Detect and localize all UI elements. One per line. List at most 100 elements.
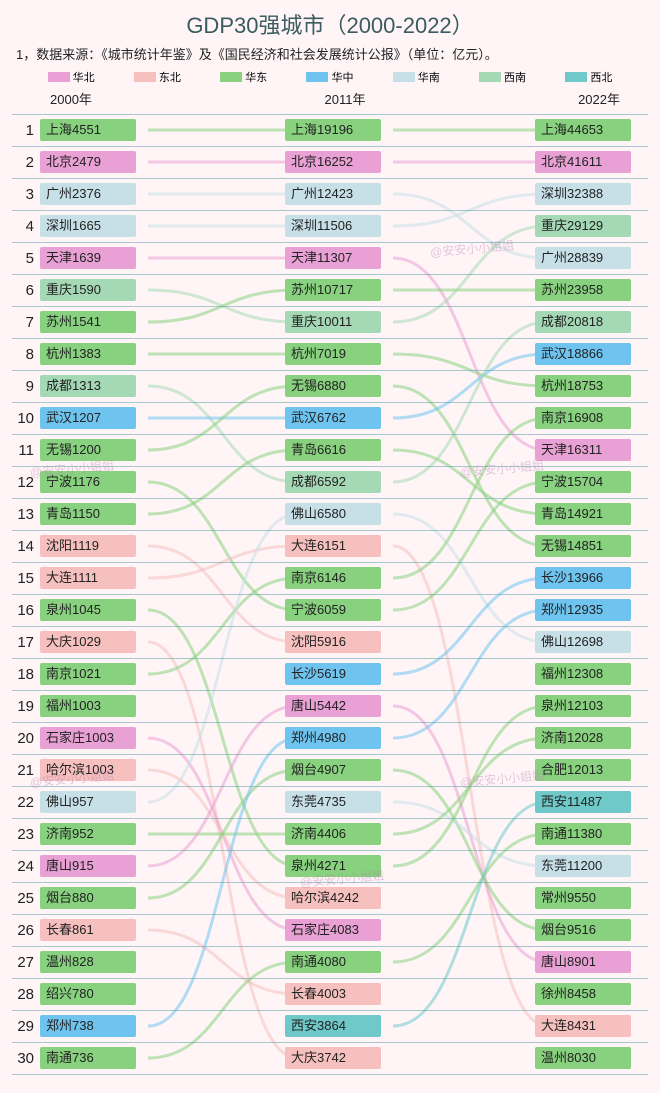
- city-box: 成都1313: [40, 375, 136, 397]
- rank-number: 25: [12, 890, 40, 907]
- city-box: 北京41611: [535, 151, 631, 173]
- legend-item-huadong: 华东: [220, 69, 267, 85]
- source-text: 1，数据来源：《城市统计年鉴》及《国民经济和社会发展统计公报》（单位：亿元）。: [0, 44, 660, 67]
- city-box: 大庆3742: [285, 1047, 381, 1069]
- city-box: 烟台9516: [535, 919, 631, 941]
- rank-number: 16: [12, 602, 40, 619]
- city-box: 苏州23958: [535, 279, 631, 301]
- city-box: 宁波15704: [535, 471, 631, 493]
- city-box: 福州12308: [535, 663, 631, 685]
- city-box: 沈阳1119: [40, 535, 136, 557]
- city-box: 广州28839: [535, 247, 631, 269]
- rank-number: 30: [12, 1050, 40, 1067]
- city-box: 济南952: [40, 823, 136, 845]
- legend-item-huabei: 华北: [48, 69, 95, 85]
- city-box: 天津1639: [40, 247, 136, 269]
- city-box: 南通11380: [535, 823, 631, 845]
- city-box: 唐山8901: [535, 951, 631, 973]
- legend-item-dongbei: 东北: [134, 69, 181, 85]
- city-box: 长春861: [40, 919, 136, 941]
- year-label-right: 2022年: [500, 89, 620, 108]
- legend-label: 华北: [73, 69, 95, 85]
- legend-swatch: [306, 72, 328, 82]
- city-box: 常州9550: [535, 887, 631, 909]
- city-box: 石家庄4083: [285, 919, 381, 941]
- city-box: 杭州7019: [285, 343, 381, 365]
- legend-swatch: [565, 72, 587, 82]
- rank-number: 3: [12, 186, 40, 203]
- city-box: 大连6151: [285, 535, 381, 557]
- city-box: 唐山5442: [285, 695, 381, 717]
- rank-number: 9: [12, 378, 40, 395]
- city-box: 济南4406: [285, 823, 381, 845]
- rank-number: 4: [12, 218, 40, 235]
- city-box: 济南12028: [535, 727, 631, 749]
- city-box: 南京6146: [285, 567, 381, 589]
- city-box: 西安11487: [535, 791, 631, 813]
- rank-number: 19: [12, 698, 40, 715]
- city-box: 大连1111: [40, 567, 136, 589]
- city-box: 重庆29129: [535, 215, 631, 237]
- city-box: 青岛14921: [535, 503, 631, 525]
- city-box: 西安3864: [285, 1015, 381, 1037]
- city-box: 重庆1590: [40, 279, 136, 301]
- city-box: 南通736: [40, 1047, 136, 1069]
- city-box: 苏州1541: [40, 311, 136, 333]
- city-box: 南京16908: [535, 407, 631, 429]
- legend-swatch: [48, 72, 70, 82]
- city-box: 泉州1045: [40, 599, 136, 621]
- rank-number: 2: [12, 154, 40, 171]
- city-box: 长沙5619: [285, 663, 381, 685]
- legend-label: 华南: [418, 69, 440, 85]
- rank-number: 17: [12, 634, 40, 651]
- city-box: 烟台880: [40, 887, 136, 909]
- city-box: 南通4080: [285, 951, 381, 973]
- city-box: 郑州12935: [535, 599, 631, 621]
- city-box: 无锡6880: [285, 375, 381, 397]
- rank-number: 23: [12, 826, 40, 843]
- city-box: 宁波6059: [285, 599, 381, 621]
- rank-number: 24: [12, 858, 40, 875]
- city-box: 广州2376: [40, 183, 136, 205]
- city-box: 成都20818: [535, 311, 631, 333]
- city-box: 上海4551: [40, 119, 136, 141]
- city-box: 大连8431: [535, 1015, 631, 1037]
- rank-number: 27: [12, 954, 40, 971]
- rank-number: 22: [12, 794, 40, 811]
- city-box: 佛山6580: [285, 503, 381, 525]
- city-box: 长沙13966: [535, 567, 631, 589]
- city-box: 郑州4980: [285, 727, 381, 749]
- legend-swatch: [220, 72, 242, 82]
- rank-number: 5: [12, 250, 40, 267]
- legend-label: 华中: [331, 69, 353, 85]
- city-box: 合肥12013: [535, 759, 631, 781]
- city-box: 石家庄1003: [40, 727, 136, 749]
- legend-label: 西北: [590, 69, 612, 85]
- city-box: 杭州1383: [40, 343, 136, 365]
- city-box: 温州8030: [535, 1047, 631, 1069]
- city-box: 佛山957: [40, 791, 136, 813]
- city-box: 天津16311: [535, 439, 631, 461]
- city-box: 大庆1029: [40, 631, 136, 653]
- rank-number: 8: [12, 346, 40, 363]
- city-box: 哈尔滨4242: [285, 887, 381, 909]
- city-box: 广州12423: [285, 183, 381, 205]
- city-box: 杭州18753: [535, 375, 631, 397]
- legend: 华北东北华东华中华南西南西北: [0, 67, 660, 89]
- year-label-left: 2000年: [50, 89, 170, 108]
- city-box: 烟台4907: [285, 759, 381, 781]
- city-box: 长春4003: [285, 983, 381, 1005]
- legend-label: 华东: [245, 69, 267, 85]
- year-headers: 2000年 2011年 2022年: [0, 89, 660, 110]
- rank-number: 20: [12, 730, 40, 747]
- rank-number: 7: [12, 314, 40, 331]
- city-box: 泉州12103: [535, 695, 631, 717]
- city-box: 武汉1207: [40, 407, 136, 429]
- city-box: 南京1021: [40, 663, 136, 685]
- city-box: 北京16252: [285, 151, 381, 173]
- legend-item-huanan: 华南: [393, 69, 440, 85]
- chart-title: GDP30强城市（2000-2022）: [0, 0, 660, 44]
- city-box: 绍兴780: [40, 983, 136, 1005]
- city-box: 徐州8458: [535, 983, 631, 1005]
- year-label-mid: 2011年: [275, 89, 395, 108]
